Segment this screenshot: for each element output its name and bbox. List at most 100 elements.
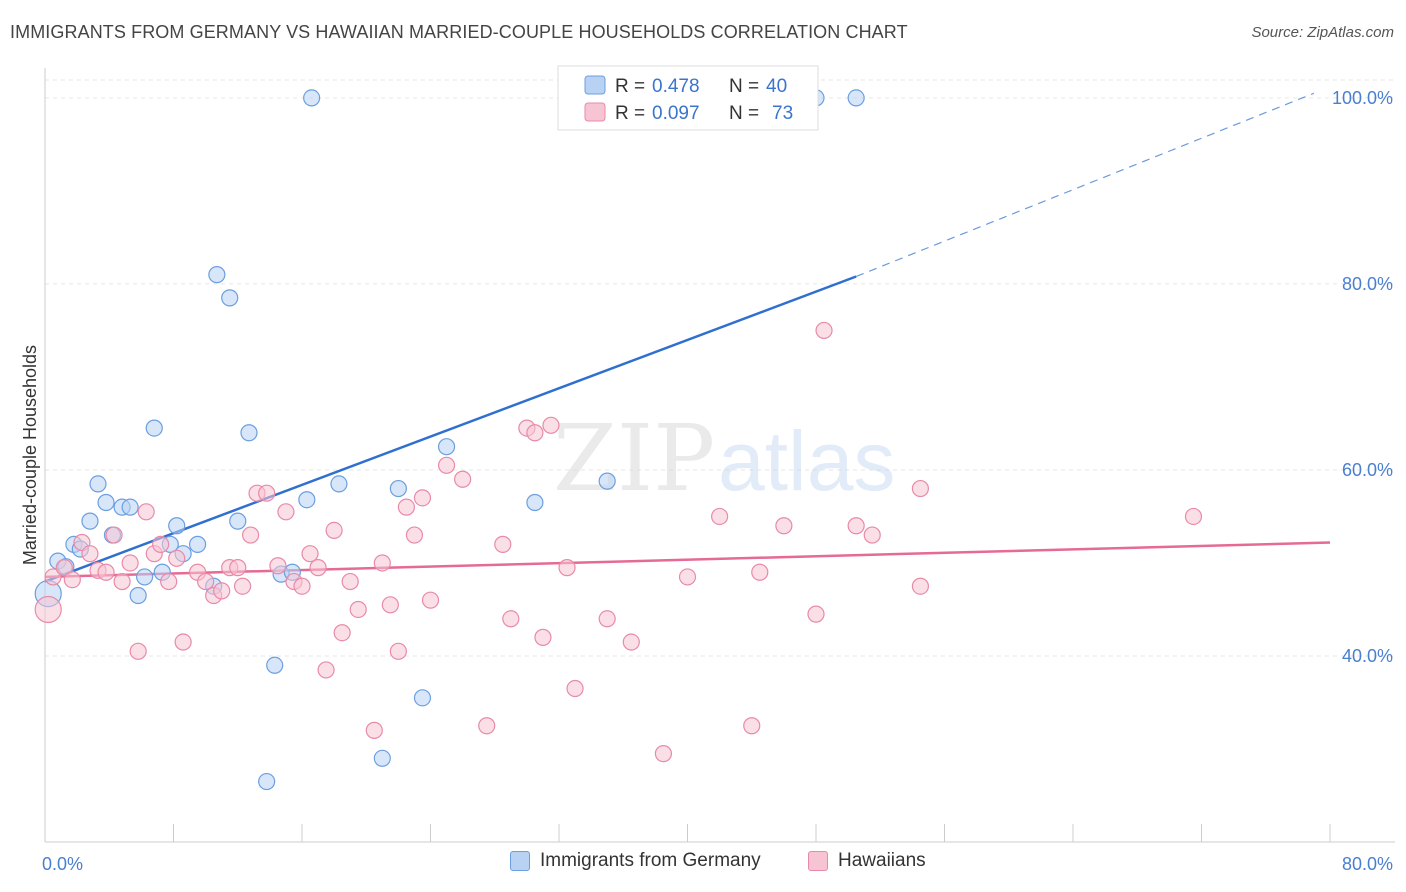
hawaiian-point [44,568,62,586]
x-tick-label: 0.0% [42,854,83,874]
hawaiian-point [197,572,215,591]
tick-labels: 40.0% 60.0% 80.0% 100.0% 0.0% 80.0% [42,88,1393,874]
legend-r-label: R = [615,76,645,97]
hawaiian-point [373,554,391,572]
x-tick-label: 80.0% [1342,854,1393,874]
hawaiian-point [269,557,287,575]
germany-point [135,568,154,586]
germany-point [258,772,276,791]
hawaiian-point [598,610,616,628]
hawaiian-point [301,545,319,563]
hawaiian-point [55,559,73,577]
germany-point [526,493,544,512]
legend-r-value: 0.097 [652,103,700,124]
hawaiian-point [911,479,930,498]
legend-r-label: R = [615,103,645,124]
watermark-zip: ZIP [553,405,715,512]
grid-lines [45,79,1395,657]
germany-point [847,89,865,107]
hawaiian-point [168,549,186,567]
germany-point [229,512,247,530]
watermark-atlas: atlas [718,414,895,508]
hawaiian-point [365,721,383,739]
hawaiian-point [105,526,123,544]
y-tick-label: 40.0% [1342,646,1393,666]
hawaiian-point [293,577,311,595]
top-legend: R = 0.478 N = 40 R = 0.097 N = 73 [557,65,819,131]
hawaiian-point [566,679,584,698]
hawaiian-point [454,470,472,488]
hawaiian-point [911,577,930,595]
hawaiian-point [233,577,252,595]
y-axis-label: Married-couple Households [20,345,40,565]
legend-n-value: 40 [766,76,787,97]
axes [44,68,1395,843]
hawaiian-point [1184,507,1203,526]
hawaiian-point [437,456,456,474]
y-tick-label: 80.0% [1342,274,1393,294]
bottom-legend: Immigrants from Germany Hawaiians [0,850,1406,878]
hawaiian-point [258,484,276,502]
germany-point [266,656,284,674]
hawaiian-point [333,624,351,642]
germany-point [373,749,391,767]
hawaiian-point [137,503,155,521]
hawaiian-point [711,507,729,526]
hawaiian-point [421,591,440,609]
hawaiian-point [229,559,247,577]
hawaiian-point [678,568,697,586]
germany-trend-extension [855,92,1315,278]
hawaiian-point [81,545,99,563]
hawaiian-point [129,642,147,660]
hawaiian-trend-line [44,541,1331,579]
hawaiian-point [397,498,416,516]
legend-n-label: N = [729,103,759,124]
hawaiian-point [863,526,881,544]
legend-n-value: 73 [772,103,793,124]
legend-item-hawaiians: Hawaiians [808,850,926,872]
germany-point [97,493,115,512]
legend-swatch-pink [584,102,606,122]
hawaiian-point [317,661,335,679]
germany-point [221,289,239,307]
germany-point [598,472,616,490]
germany-point [121,498,139,516]
hawaiian-point [534,628,552,646]
legend-r-value: 0.478 [652,76,700,97]
hawaiian-point [405,526,424,544]
hawaiian-point [751,563,769,581]
legend-swatch-blue [510,851,530,871]
germany-point [208,266,226,284]
hawaiian-point [775,517,793,535]
hawaiian-point [743,717,761,735]
legend-swatch-blue [584,75,606,95]
hawaiian-point [113,572,131,591]
hawaiian-point [622,633,640,651]
legend-swatch-pink [808,851,828,871]
germany-point [145,419,163,437]
hawaiian-point [242,526,260,544]
hawaiian-point [847,517,865,535]
hawaiian-point [389,642,407,660]
hawaiian-point [97,563,115,581]
hawaiian-point [277,503,295,521]
hawaiian-point [160,572,178,591]
germany-point [240,424,258,442]
hawaiian-point [526,424,544,442]
legend-label-hawaiians: Hawaiians [838,850,926,871]
germany-point [298,491,316,509]
hawaiian-point [478,717,496,735]
hawaiian-point [341,572,359,591]
hawaiian-point [654,745,673,763]
germany-point [188,535,207,553]
legend-n-label: N = [729,76,759,97]
hawaiian-point [121,554,139,572]
germany-point [89,475,107,493]
hawaiian-point [325,521,343,540]
hawaiian-point [309,559,327,577]
germany-point [168,517,186,535]
hawaiian-point [63,571,81,589]
hawaiian-point [34,595,62,624]
hawaiian-point [381,596,399,614]
